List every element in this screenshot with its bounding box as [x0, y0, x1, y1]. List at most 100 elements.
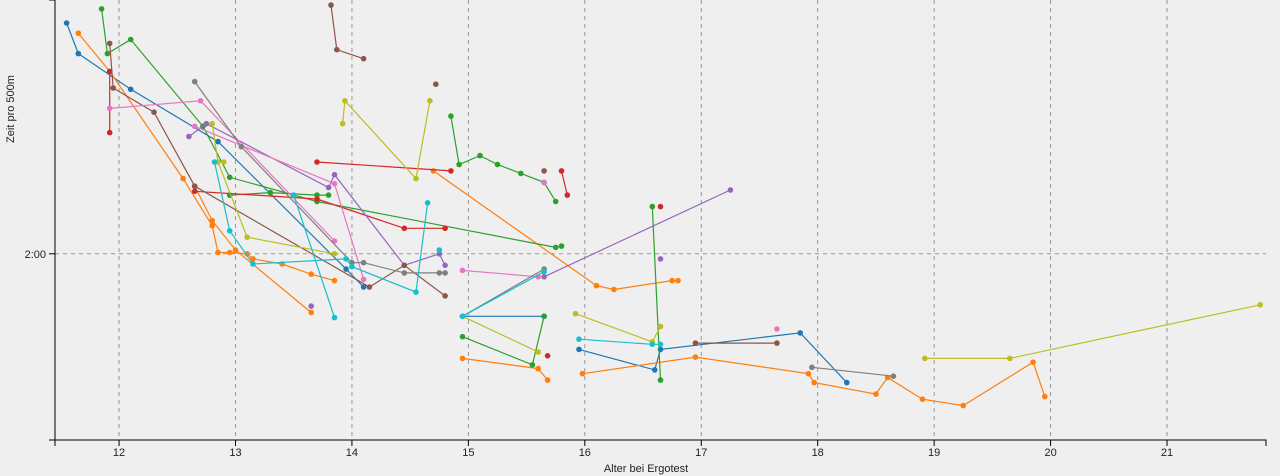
x-tick-label: 13: [229, 447, 241, 459]
data-point: [325, 184, 332, 191]
data-point: [919, 396, 926, 403]
data-point: [360, 276, 367, 283]
data-point: [649, 341, 656, 348]
data-point: [226, 228, 233, 234]
data-point: [657, 203, 664, 210]
data-point: [657, 256, 664, 262]
data-point: [104, 50, 111, 57]
series: [809, 364, 897, 380]
data-point: [1007, 355, 1013, 362]
data-point: [331, 277, 338, 284]
data-point: [98, 6, 105, 12]
data-point: [331, 251, 338, 257]
data-point: [63, 20, 70, 26]
data-point: [448, 168, 454, 174]
data-point: [427, 98, 433, 104]
data-point: [442, 270, 448, 276]
series: [459, 268, 547, 320]
data-point: [459, 355, 466, 362]
data-point: [459, 333, 466, 340]
data-point: [541, 274, 547, 280]
data-point: [127, 36, 134, 43]
series: [186, 120, 448, 269]
series: [448, 113, 559, 205]
data-point: [325, 192, 332, 198]
series: [459, 355, 551, 383]
x-tick-label: 20: [1044, 447, 1056, 459]
data-point: [433, 81, 439, 87]
series-line: [293, 194, 336, 318]
data-point: [890, 373, 897, 380]
data-point: [413, 175, 419, 182]
data-point: [267, 189, 274, 196]
data-point: [442, 293, 448, 299]
series: [459, 313, 547, 320]
x-tick-label: 19: [928, 447, 940, 459]
data-point: [209, 217, 215, 224]
series: [692, 340, 780, 346]
data-point: [314, 196, 320, 202]
data-point: [308, 271, 315, 278]
series: [576, 330, 850, 386]
data-point: [413, 289, 419, 295]
x-tick-label: 12: [113, 447, 125, 459]
series-line: [450, 115, 557, 202]
data-point: [221, 159, 227, 165]
data-point: [544, 353, 551, 359]
data-point: [692, 354, 699, 360]
data-point: [436, 247, 443, 253]
data-point: [518, 170, 524, 177]
data-point: [436, 270, 443, 276]
x-tick-label: 16: [579, 447, 591, 459]
data-point: [151, 109, 157, 115]
series: [657, 203, 664, 210]
data-point: [844, 379, 850, 386]
data-point: [191, 78, 198, 85]
series: [459, 313, 547, 368]
data-point: [456, 161, 462, 168]
data-point: [211, 159, 218, 165]
data-point: [342, 98, 348, 104]
data-point: [106, 105, 113, 112]
series: [211, 159, 431, 295]
x-tick-label: 15: [462, 447, 474, 459]
axes: 12 13 14 15 16 17 18 19 20 21 2:00: [25, 0, 1267, 459]
x-axis-line: [54, 439, 1267, 446]
data-point: [669, 277, 675, 284]
series: [308, 303, 315, 309]
series: [106, 68, 113, 136]
data-point: [541, 179, 547, 186]
data-point: [692, 340, 699, 346]
data-point: [576, 336, 582, 343]
data-point: [215, 249, 221, 256]
data-point: [366, 284, 373, 290]
data-point: [127, 86, 134, 93]
series-line: [543, 189, 731, 278]
data-point: [191, 188, 198, 195]
data-point: [657, 377, 664, 383]
data-point: [314, 192, 320, 198]
data-point: [290, 192, 297, 198]
data-point: [180, 175, 186, 182]
data-point: [529, 362, 536, 368]
series-group: [63, 2, 1263, 409]
series-line: [101, 8, 562, 249]
data-point: [922, 355, 928, 362]
data-point: [442, 262, 448, 269]
data-point: [448, 113, 454, 119]
data-point: [809, 364, 815, 371]
data-point: [360, 259, 367, 266]
data-point: [331, 180, 338, 187]
x-tick-label: 17: [695, 447, 707, 459]
data-point: [197, 98, 204, 104]
series: [106, 40, 448, 299]
series-line: [194, 190, 446, 229]
data-point: [209, 222, 215, 229]
series-line: [194, 185, 312, 313]
data-point: [535, 349, 541, 355]
series-line: [66, 22, 365, 288]
data-point: [334, 46, 340, 53]
series: [433, 81, 439, 87]
data-point: [649, 203, 656, 210]
data-point: [657, 323, 664, 330]
